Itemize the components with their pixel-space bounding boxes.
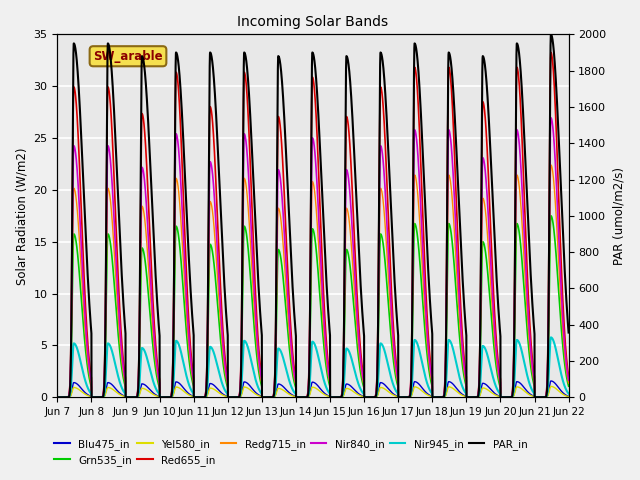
Text: SW_arable: SW_arable — [93, 50, 163, 63]
Y-axis label: Solar Radiation (W/m2): Solar Radiation (W/m2) — [15, 147, 28, 285]
Legend: Blu475_in, Grn535_in, Yel580_in, Red655_in, Redg715_in, Nir840_in, Nir945_in, PA: Blu475_in, Grn535_in, Yel580_in, Red655_… — [50, 434, 532, 470]
Y-axis label: PAR (umol/m2/s): PAR (umol/m2/s) — [612, 167, 625, 265]
Title: Incoming Solar Bands: Incoming Solar Bands — [237, 15, 388, 29]
